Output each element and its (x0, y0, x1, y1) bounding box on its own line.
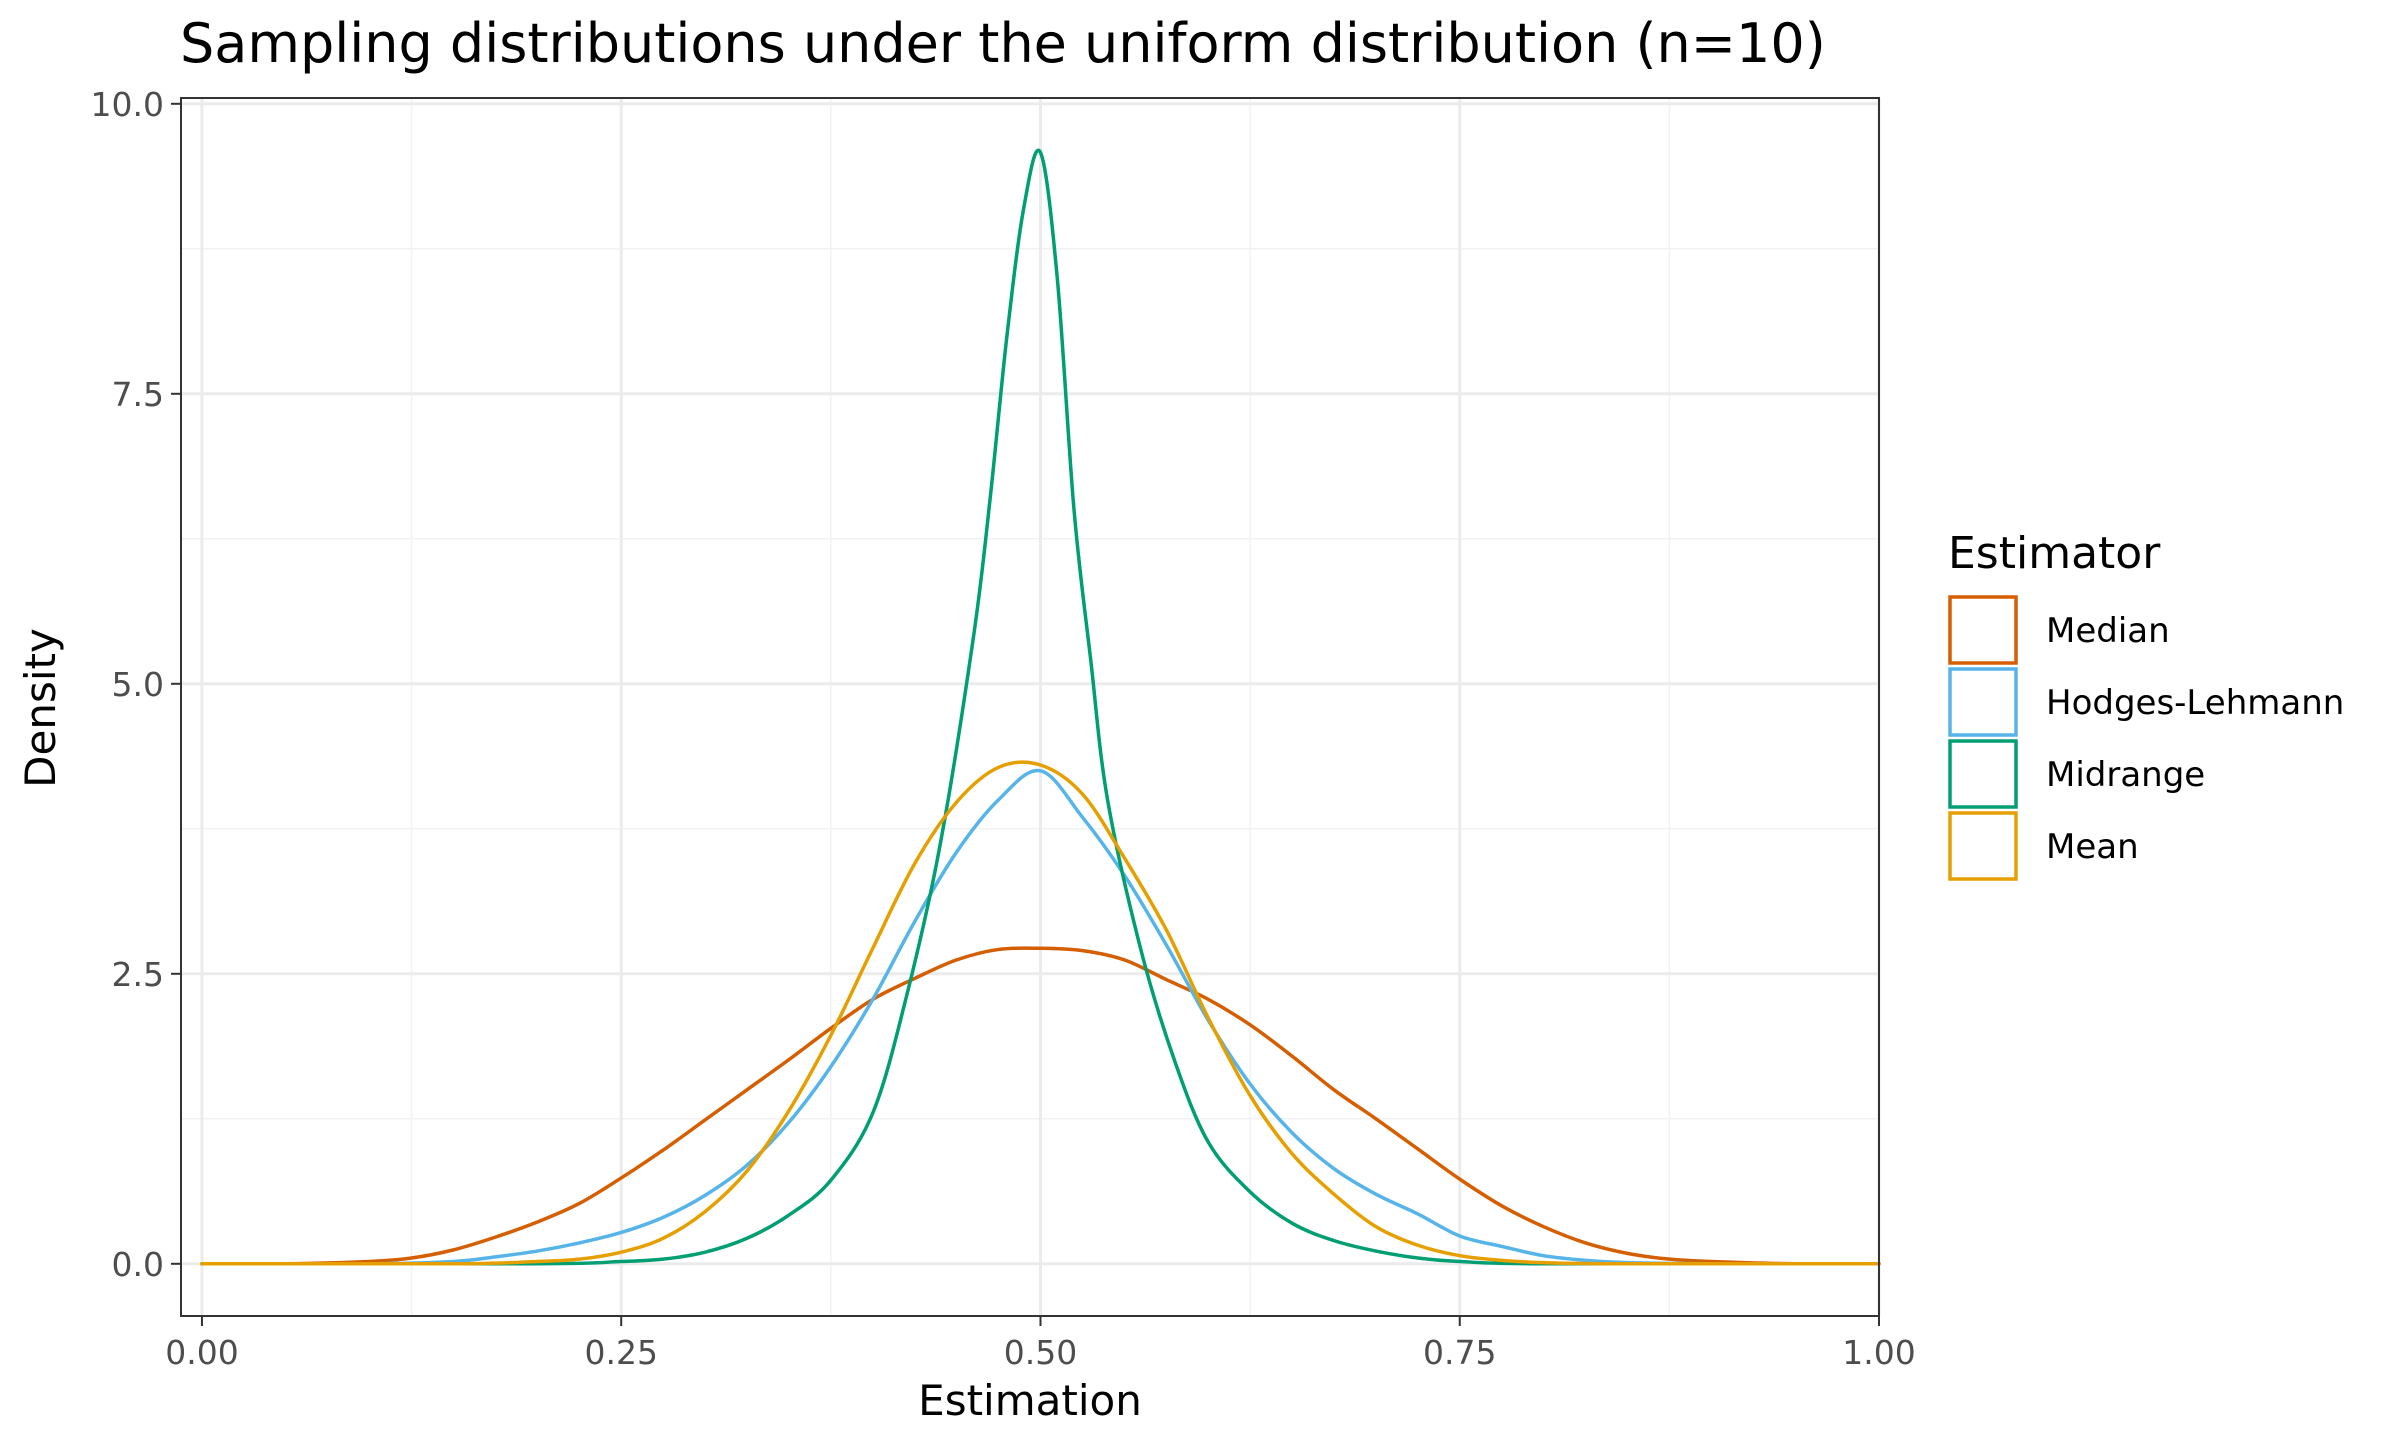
y-tick-label: 2.5 (112, 955, 164, 994)
x-tick-label: 0.25 (584, 1333, 657, 1372)
series-line-mean (200, 760, 1881, 1266)
grid (181, 98, 1881, 1316)
legend-title: Estimator (1948, 528, 2161, 579)
legend-label-midrange: Midrange (2046, 755, 2205, 795)
series-line-midrange (200, 148, 1881, 1266)
legend-label-hodges-lehmann: Hodges-Lehmann (2046, 683, 2344, 723)
legend-items: Median Hodges-Lehmann Midrange Mean (1948, 595, 2344, 881)
legend-key-mean (1948, 811, 2018, 881)
series-lines (200, 148, 1881, 1266)
y-tick-label: 7.5 (112, 375, 164, 414)
legend-key-midrange (1948, 739, 2018, 809)
y-axis-title: Density (16, 628, 65, 788)
x-tick-label: 0.75 (1423, 1333, 1496, 1372)
x-tick-label: 1.00 (1842, 1333, 1915, 1372)
x-axis-title: Estimation (918, 1376, 1142, 1425)
series-line-hodges-lehmann (200, 768, 1881, 1266)
y-tick-label: 10.0 (91, 85, 164, 124)
series-line-median (200, 946, 1881, 1266)
y-tick-label: 0.0 (112, 1245, 164, 1284)
legend-key-hodges-lehmann (1948, 667, 2018, 737)
x-tick-label: 0.00 (165, 1333, 238, 1372)
x-tick-label: 0.50 (1004, 1333, 1077, 1372)
chart-title: Sampling distributions under the uniform… (180, 12, 1826, 75)
plot-panel-border (180, 97, 1880, 1317)
axes: 0.00 0.25 0.50 0.75 1.00 0.0 2.5 5.0 7.5 10.0 (91, 85, 1916, 1372)
legend-label-mean: Mean (2046, 827, 2139, 867)
legend-key-median (1948, 595, 2018, 665)
legend: Estimator MedianHodges-LehmannMidrangeMe… (1948, 528, 2344, 881)
y-tick-label: 5.0 (112, 665, 164, 704)
legend-label-median: Median (2046, 611, 2170, 651)
